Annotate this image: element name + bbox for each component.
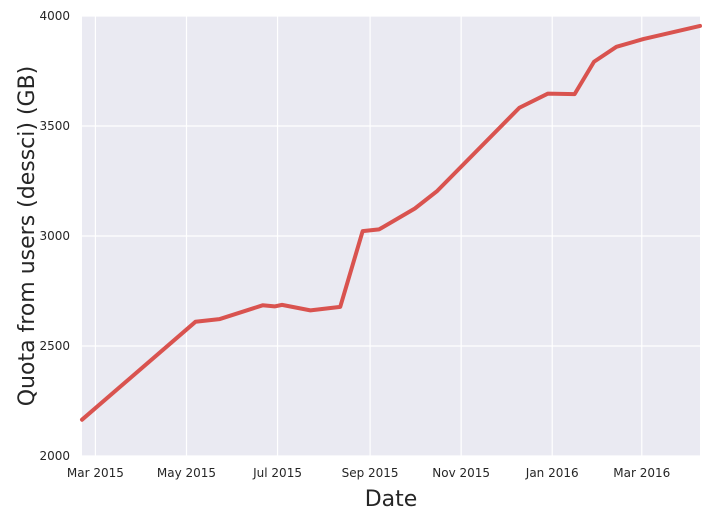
x-tick-label: May 2015 [157, 466, 216, 480]
x-axis-title: Date [365, 487, 418, 512]
x-axis-ticks: Mar 2015 May 2015 Jul 2015 Sep 2015 Nov 2015… [67, 466, 670, 480]
grid-lines [82, 15, 700, 457]
y-tick-label: 2500 [39, 339, 70, 353]
x-tick-label: Jul 2015 [252, 466, 302, 480]
series-group [80, 23, 702, 422]
y-tick-label: 4000 [39, 9, 70, 23]
y-axis-title: Quota from users (dessci) (GB) [15, 66, 40, 407]
y-tick-label: 3500 [39, 119, 70, 133]
y-tick-label: 3000 [39, 229, 70, 243]
series-line [80, 23, 702, 422]
x-tick-label: Sep 2015 [342, 466, 399, 480]
x-tick-label: Nov 2015 [432, 466, 490, 480]
y-axis-ticks: 2000 2500 3000 3500 4000 [39, 9, 70, 463]
x-tick-label: Mar 2016 [613, 466, 670, 480]
x-tick-label: Mar 2015 [67, 466, 124, 480]
y-tick-label: 2000 [39, 449, 70, 463]
x-tick-label: Jan 2016 [525, 466, 579, 480]
